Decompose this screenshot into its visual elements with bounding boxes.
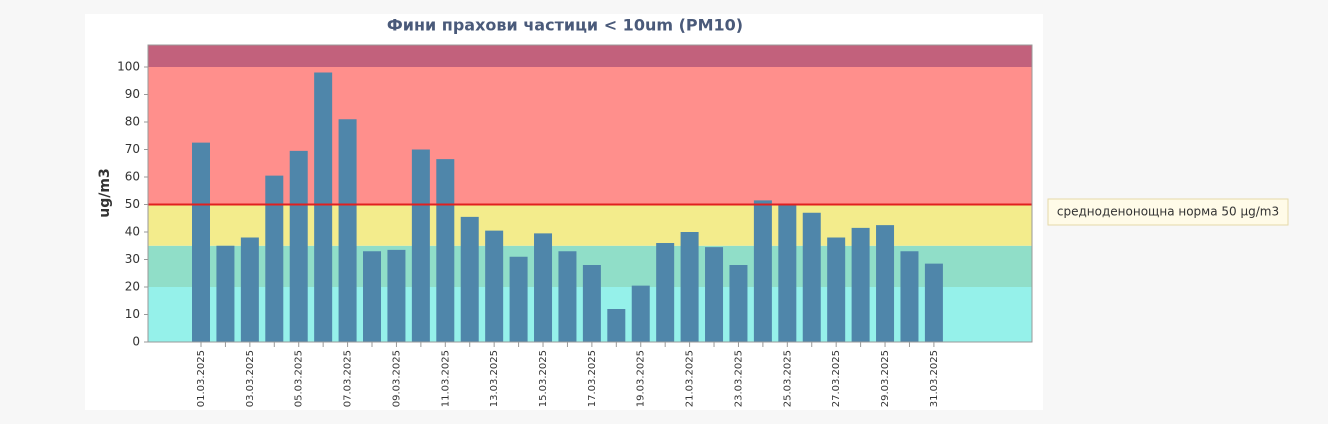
bar (363, 251, 382, 342)
bar (729, 265, 748, 342)
bar (216, 245, 235, 342)
bar (582, 265, 601, 342)
bar (460, 216, 479, 342)
bar (705, 247, 724, 342)
threshold-label-box (1047, 198, 1289, 226)
bar (753, 200, 772, 342)
bar (631, 285, 650, 342)
y-tick-label: 30 (125, 252, 140, 266)
y-tick-label: 40 (125, 225, 140, 239)
bar (485, 230, 504, 342)
bar (924, 263, 943, 342)
y-tick-label: 10 (125, 307, 140, 321)
x-tick-label: 27.03.2025 (831, 350, 842, 407)
bar (289, 150, 308, 342)
bar (265, 175, 284, 342)
y-tick-label: 20 (125, 280, 140, 294)
bar (338, 119, 357, 342)
x-tick-label: 23.03.2025 (733, 350, 744, 407)
bar (558, 251, 577, 342)
y-tick-label: 80 (125, 115, 140, 129)
y-tick-label: 90 (125, 87, 140, 101)
x-tick-label: 15.03.2025 (538, 350, 549, 407)
chart-title: Фини прахови частици < 10um (PM10) (387, 16, 743, 35)
bar (778, 204, 797, 342)
y-tick-label: 50 (125, 197, 140, 211)
x-tick-label: 01.03.2025 (196, 350, 207, 407)
x-tick-label: 19.03.2025 (636, 350, 647, 407)
x-tick-label: 07.03.2025 (343, 350, 354, 407)
x-tick-label: 13.03.2025 (489, 350, 500, 407)
bar (851, 227, 870, 342)
x-tick-label: 21.03.2025 (685, 350, 696, 407)
bar (411, 149, 430, 342)
plot: 0 10 20 30 40 50 60 70 80 90 100 01.03.2025 03.03.20… (117, 44, 1033, 407)
x-tick-label: 29.03.2025 (880, 350, 891, 407)
y-tick-label: 0 (132, 335, 140, 349)
bar (900, 251, 919, 342)
bar (680, 232, 699, 342)
x-tick-label: 05.03.2025 (294, 350, 305, 407)
bar (192, 142, 210, 342)
bar (387, 249, 406, 342)
bar (314, 72, 333, 342)
band (148, 45, 1032, 67)
bar (802, 212, 821, 342)
bar (607, 309, 626, 342)
y-axis-label: ug/m3 (97, 168, 113, 217)
x-tick-label: 17.03.2025 (587, 350, 598, 407)
bar (509, 256, 528, 342)
bar (534, 233, 553, 342)
bar (656, 243, 675, 342)
x-tick-label: 03.03.2025 (245, 350, 256, 407)
x-tick-label: 09.03.2025 (391, 350, 402, 407)
y-tick-label: 70 (125, 142, 140, 156)
y-tick-label: 100 (117, 60, 140, 74)
x-tick-label: 25.03.2025 (782, 350, 793, 407)
bar (827, 237, 846, 342)
x-tick-label: 11.03.2025 (440, 350, 451, 407)
bar (436, 159, 455, 342)
x-tick-label: 31.03.2025 (929, 350, 940, 407)
plot-border (147, 44, 1033, 343)
y-tick-label: 60 (125, 170, 140, 184)
bar (876, 225, 895, 342)
bar (240, 237, 259, 342)
threshold-label: средноденонощна норма 50 µg/m3 (1057, 205, 1279, 219)
